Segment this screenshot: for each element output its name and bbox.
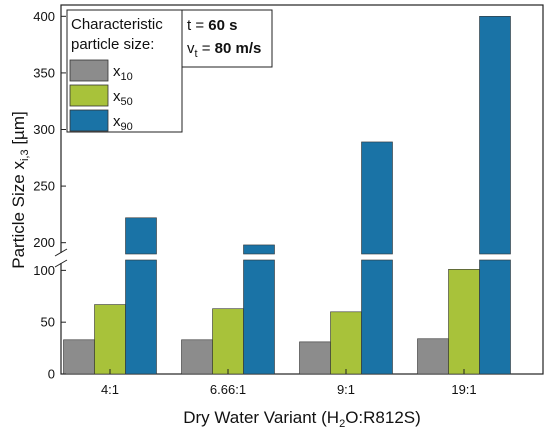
x-axis-title: Dry Water Variant (H2O:R812S) (183, 408, 421, 430)
bar-x10-6.66:1 (181, 339, 213, 375)
axis-break-marks (54, 248, 68, 268)
bar-x50-4:1 (94, 304, 126, 375)
legend-swatch-x10 (69, 59, 109, 82)
x-tick-label: 6.66:1 (210, 382, 246, 397)
bar-x50-6.66:1 (212, 308, 244, 375)
x-tick-label: 19:1 (451, 382, 476, 397)
velocity-condition: vt = 80 m/s (187, 40, 261, 60)
x-axis-ticks: 4:1 6.66:1 9:1 19:1 (101, 369, 477, 397)
y-axis-title: Particle Size xi,3 [µm] (9, 111, 31, 268)
bar-x90-6.66:1-upper (243, 244, 275, 255)
bar-x90-19:1-lower (479, 259, 511, 375)
conditions-box: t = 60 s vt = 80 m/s (181, 9, 273, 68)
y-tick-label: 400 (33, 9, 55, 24)
legend-title-line2: particle size: (71, 36, 154, 53)
bar-x10-19:1 (417, 338, 449, 375)
legend-label-x50: x50 (113, 88, 133, 108)
y-axis-ticks: 0 50 100 200 250 300 350 400 (33, 9, 66, 382)
legend-title-line1: Characteristic (71, 16, 163, 33)
legend-swatch-x50 (69, 84, 109, 107)
y-tick-label: 250 (33, 179, 55, 194)
bar-x90-9:1-upper (361, 141, 393, 255)
bar-x90-6.66:1-lower (243, 259, 275, 375)
y-tick-label: 100 (33, 263, 55, 278)
bar-x10-4:1 (63, 339, 95, 375)
bar-x90-4:1-upper (125, 217, 157, 255)
y-tick-label: 50 (41, 315, 55, 330)
legend: Characteristic particle size: x10 x50 x90 (66, 9, 183, 133)
legend-label-x10: x10 (113, 63, 133, 83)
y-tick-label: 300 (33, 122, 55, 137)
y-tick-label: 350 (33, 65, 55, 80)
legend-label-x90: x90 (113, 113, 133, 133)
y-tick-label: 0 (48, 367, 55, 382)
bar-x50-19:1 (448, 269, 480, 375)
bar-x90-9:1-lower (361, 259, 393, 375)
bar-x50-9:1 (330, 311, 362, 375)
legend-swatch-x90 (69, 109, 109, 132)
bar-x10-9:1 (299, 341, 331, 375)
bar-x90-19:1-upper (479, 16, 511, 255)
y-tick-label: 200 (33, 235, 55, 250)
conditions-frame (181, 9, 273, 68)
time-condition: t = 60 s (187, 17, 237, 34)
x-tick-label: 9:1 (337, 382, 355, 397)
bar-x90-4:1-lower (125, 259, 157, 375)
x-tick-label: 4:1 (101, 382, 119, 397)
